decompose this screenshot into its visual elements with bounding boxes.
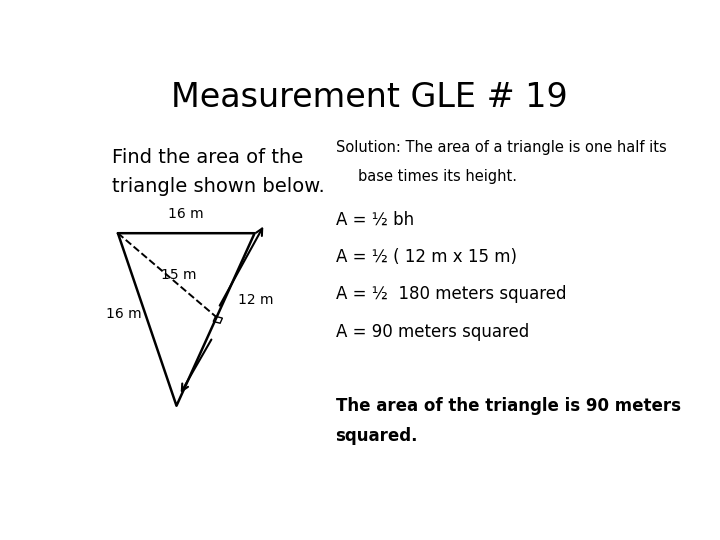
Text: A = 90 meters squared: A = 90 meters squared (336, 322, 528, 341)
Text: A = ½ bh: A = ½ bh (336, 210, 414, 228)
Text: squared.: squared. (336, 427, 418, 444)
Text: 16 m: 16 m (168, 207, 204, 221)
Text: Find the area of the: Find the area of the (112, 148, 304, 167)
Text: The area of the triangle is 90 meters: The area of the triangle is 90 meters (336, 397, 680, 415)
Text: triangle shown below.: triangle shown below. (112, 177, 325, 196)
Text: base times its height.: base times its height. (358, 168, 517, 184)
Text: 16 m: 16 m (106, 307, 141, 321)
Text: 15 m: 15 m (161, 268, 197, 282)
Text: 12 m: 12 m (238, 293, 274, 307)
Text: Measurement GLE # 19: Measurement GLE # 19 (171, 82, 567, 114)
Text: Solution: The area of a triangle is one half its: Solution: The area of a triangle is one … (336, 140, 666, 154)
Text: A = ½  180 meters squared: A = ½ 180 meters squared (336, 285, 566, 303)
Text: A = ½ ( 12 m x 15 m): A = ½ ( 12 m x 15 m) (336, 248, 516, 266)
